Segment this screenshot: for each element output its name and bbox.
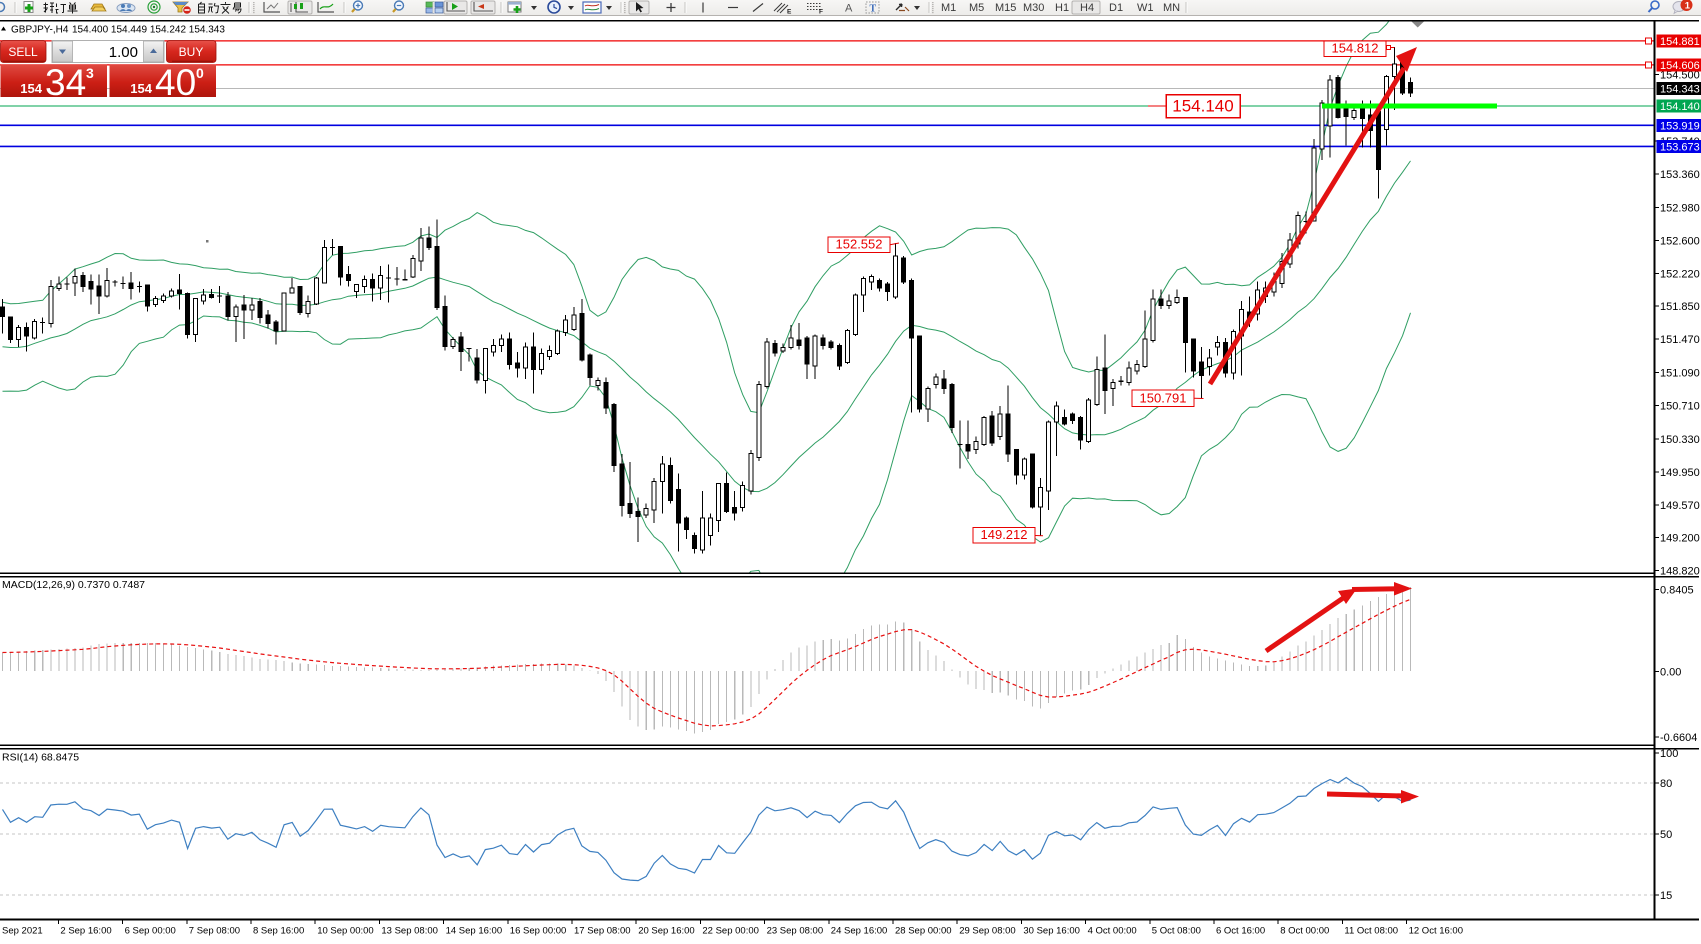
svg-text:154.140: 154.140	[1660, 101, 1700, 113]
svg-text:BUY: BUY	[179, 45, 204, 59]
svg-text:RSI(14) 68.8475: RSI(14) 68.8475	[2, 752, 79, 764]
svg-text:M5: M5	[969, 2, 984, 14]
svg-text:20 Sep 16:00: 20 Sep 16:00	[638, 926, 695, 937]
svg-text:151.850: 151.850	[1660, 301, 1700, 313]
svg-text:13 Sep 08:00: 13 Sep 08:00	[381, 926, 438, 937]
svg-text:0.8405: 0.8405	[1660, 585, 1694, 597]
svg-text:153.673: 153.673	[1660, 141, 1700, 153]
svg-text:2 Sep 16:00: 2 Sep 16:00	[60, 926, 111, 937]
svg-text:17 Sep 08:00: 17 Sep 08:00	[574, 926, 631, 937]
svg-text:M30: M30	[1023, 2, 1044, 14]
svg-text:A: A	[845, 3, 853, 15]
svg-text:1.00: 1.00	[109, 44, 138, 61]
svg-text:50: 50	[1660, 829, 1672, 841]
svg-text:10 Sep 00:00: 10 Sep 00:00	[317, 926, 374, 937]
svg-text:149.570: 149.570	[1660, 500, 1700, 512]
svg-text:12 Oct 16:00: 12 Oct 16:00	[1409, 926, 1463, 937]
svg-text:M1: M1	[941, 2, 956, 14]
svg-text:149.212: 149.212	[981, 527, 1028, 542]
svg-text:H4: H4	[1080, 2, 1094, 14]
svg-text:0: 0	[196, 65, 204, 81]
svg-text:154.140: 154.140	[1172, 97, 1233, 116]
svg-text:149.950: 149.950	[1660, 467, 1700, 479]
svg-text:15: 15	[1660, 890, 1672, 902]
svg-text:6 Sep 00:00: 6 Sep 00:00	[125, 926, 176, 937]
svg-text:GBPJPY-,H4: GBPJPY-,H4	[11, 25, 69, 36]
svg-text:MN: MN	[1163, 2, 1180, 14]
svg-text:150.710: 150.710	[1660, 401, 1700, 413]
svg-text:29 Sep 08:00: 29 Sep 08:00	[959, 926, 1016, 937]
svg-text:1: 1	[1685, 0, 1691, 11]
svg-text:149.200: 149.200	[1660, 533, 1700, 545]
svg-text:D1: D1	[1109, 2, 1123, 14]
svg-text:22 Sep 00:00: 22 Sep 00:00	[702, 926, 759, 937]
svg-text:152.600: 152.600	[1660, 236, 1700, 248]
svg-text:150.330: 150.330	[1660, 434, 1700, 446]
svg-text:153.919: 153.919	[1660, 120, 1700, 132]
svg-text:M15: M15	[995, 2, 1016, 14]
svg-text:E: E	[787, 9, 792, 16]
svg-text:7 Sep 08:00: 7 Sep 08:00	[189, 926, 240, 937]
svg-text:154.812: 154.812	[1332, 41, 1379, 56]
svg-text:154.881: 154.881	[1660, 36, 1700, 48]
svg-text:30 Sep 16:00: 30 Sep 16:00	[1023, 926, 1080, 937]
svg-text:40: 40	[155, 62, 196, 103]
svg-text:154.400 154.449 154.242 154.34: 154.400 154.449 154.242 154.343	[72, 25, 225, 36]
svg-text:H1: H1	[1055, 2, 1069, 14]
svg-text:3: 3	[86, 65, 94, 81]
svg-text:MACD(12,26,9) 0.7370 0.7487: MACD(12,26,9) 0.7370 0.7487	[2, 579, 145, 591]
svg-text:154: 154	[130, 81, 152, 96]
svg-text:Sep 2021: Sep 2021	[2, 926, 43, 937]
svg-text:34: 34	[45, 62, 86, 103]
svg-text:154.606: 154.606	[1660, 60, 1700, 72]
svg-text:151.090: 151.090	[1660, 367, 1700, 379]
svg-text:28 Sep 00:00: 28 Sep 00:00	[895, 926, 952, 937]
svg-text:W1: W1	[1137, 2, 1154, 14]
svg-text:154.343: 154.343	[1660, 84, 1700, 96]
svg-text:6 Oct 16:00: 6 Oct 16:00	[1216, 926, 1265, 937]
svg-text:152.220: 152.220	[1660, 269, 1700, 281]
svg-text:16 Sep 00:00: 16 Sep 00:00	[510, 926, 567, 937]
svg-text:24 Sep 16:00: 24 Sep 16:00	[831, 926, 888, 937]
svg-text:151.470: 151.470	[1660, 334, 1700, 346]
svg-text:-0.6604: -0.6604	[1660, 732, 1697, 744]
svg-text:152.552: 152.552	[836, 237, 883, 252]
svg-text:152.980: 152.980	[1660, 202, 1700, 214]
svg-text:154: 154	[20, 81, 42, 96]
svg-text:80: 80	[1660, 778, 1672, 790]
svg-text:0.00: 0.00	[1660, 666, 1681, 678]
svg-text:100: 100	[1660, 748, 1678, 760]
svg-text:150.791: 150.791	[1140, 391, 1187, 406]
svg-text:F: F	[819, 9, 823, 16]
svg-text:SELL: SELL	[8, 45, 38, 59]
svg-text:153.360: 153.360	[1660, 169, 1700, 181]
svg-text:T: T	[870, 4, 877, 15]
svg-text:8 Sep 16:00: 8 Sep 16:00	[253, 926, 304, 937]
svg-text:5 Oct 08:00: 5 Oct 08:00	[1152, 926, 1201, 937]
svg-text:14 Sep 16:00: 14 Sep 16:00	[446, 926, 503, 937]
svg-text:148.820: 148.820	[1660, 566, 1700, 578]
svg-text:4 Oct 00:00: 4 Oct 00:00	[1088, 926, 1137, 937]
svg-text:11 Oct 08:00: 11 Oct 08:00	[1344, 926, 1398, 937]
svg-text:8 Oct 00:00: 8 Oct 00:00	[1280, 926, 1329, 937]
svg-text:23 Sep 08:00: 23 Sep 08:00	[767, 926, 824, 937]
